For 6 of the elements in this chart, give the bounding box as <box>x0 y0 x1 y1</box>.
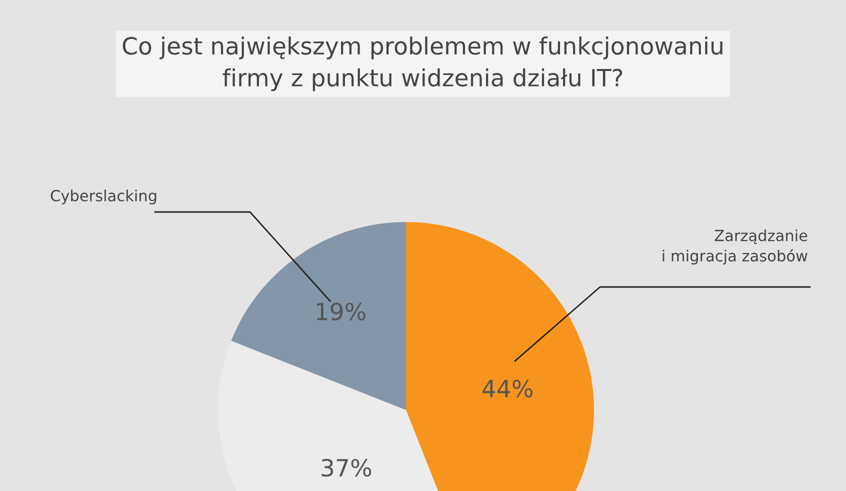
data-label: 44% <box>482 380 533 398</box>
data-label: 19% <box>316 302 366 320</box>
chart-title: Co jest największym problemem w funkcjonowaniu firmy z punktu widzenia działu IT? <box>122 36 722 92</box>
slice-label: Cyberslacking <box>50 190 156 204</box>
slice-label: Zarządzanie i migracja zasobów <box>662 229 808 265</box>
data-label: 37% <box>322 458 372 477</box>
